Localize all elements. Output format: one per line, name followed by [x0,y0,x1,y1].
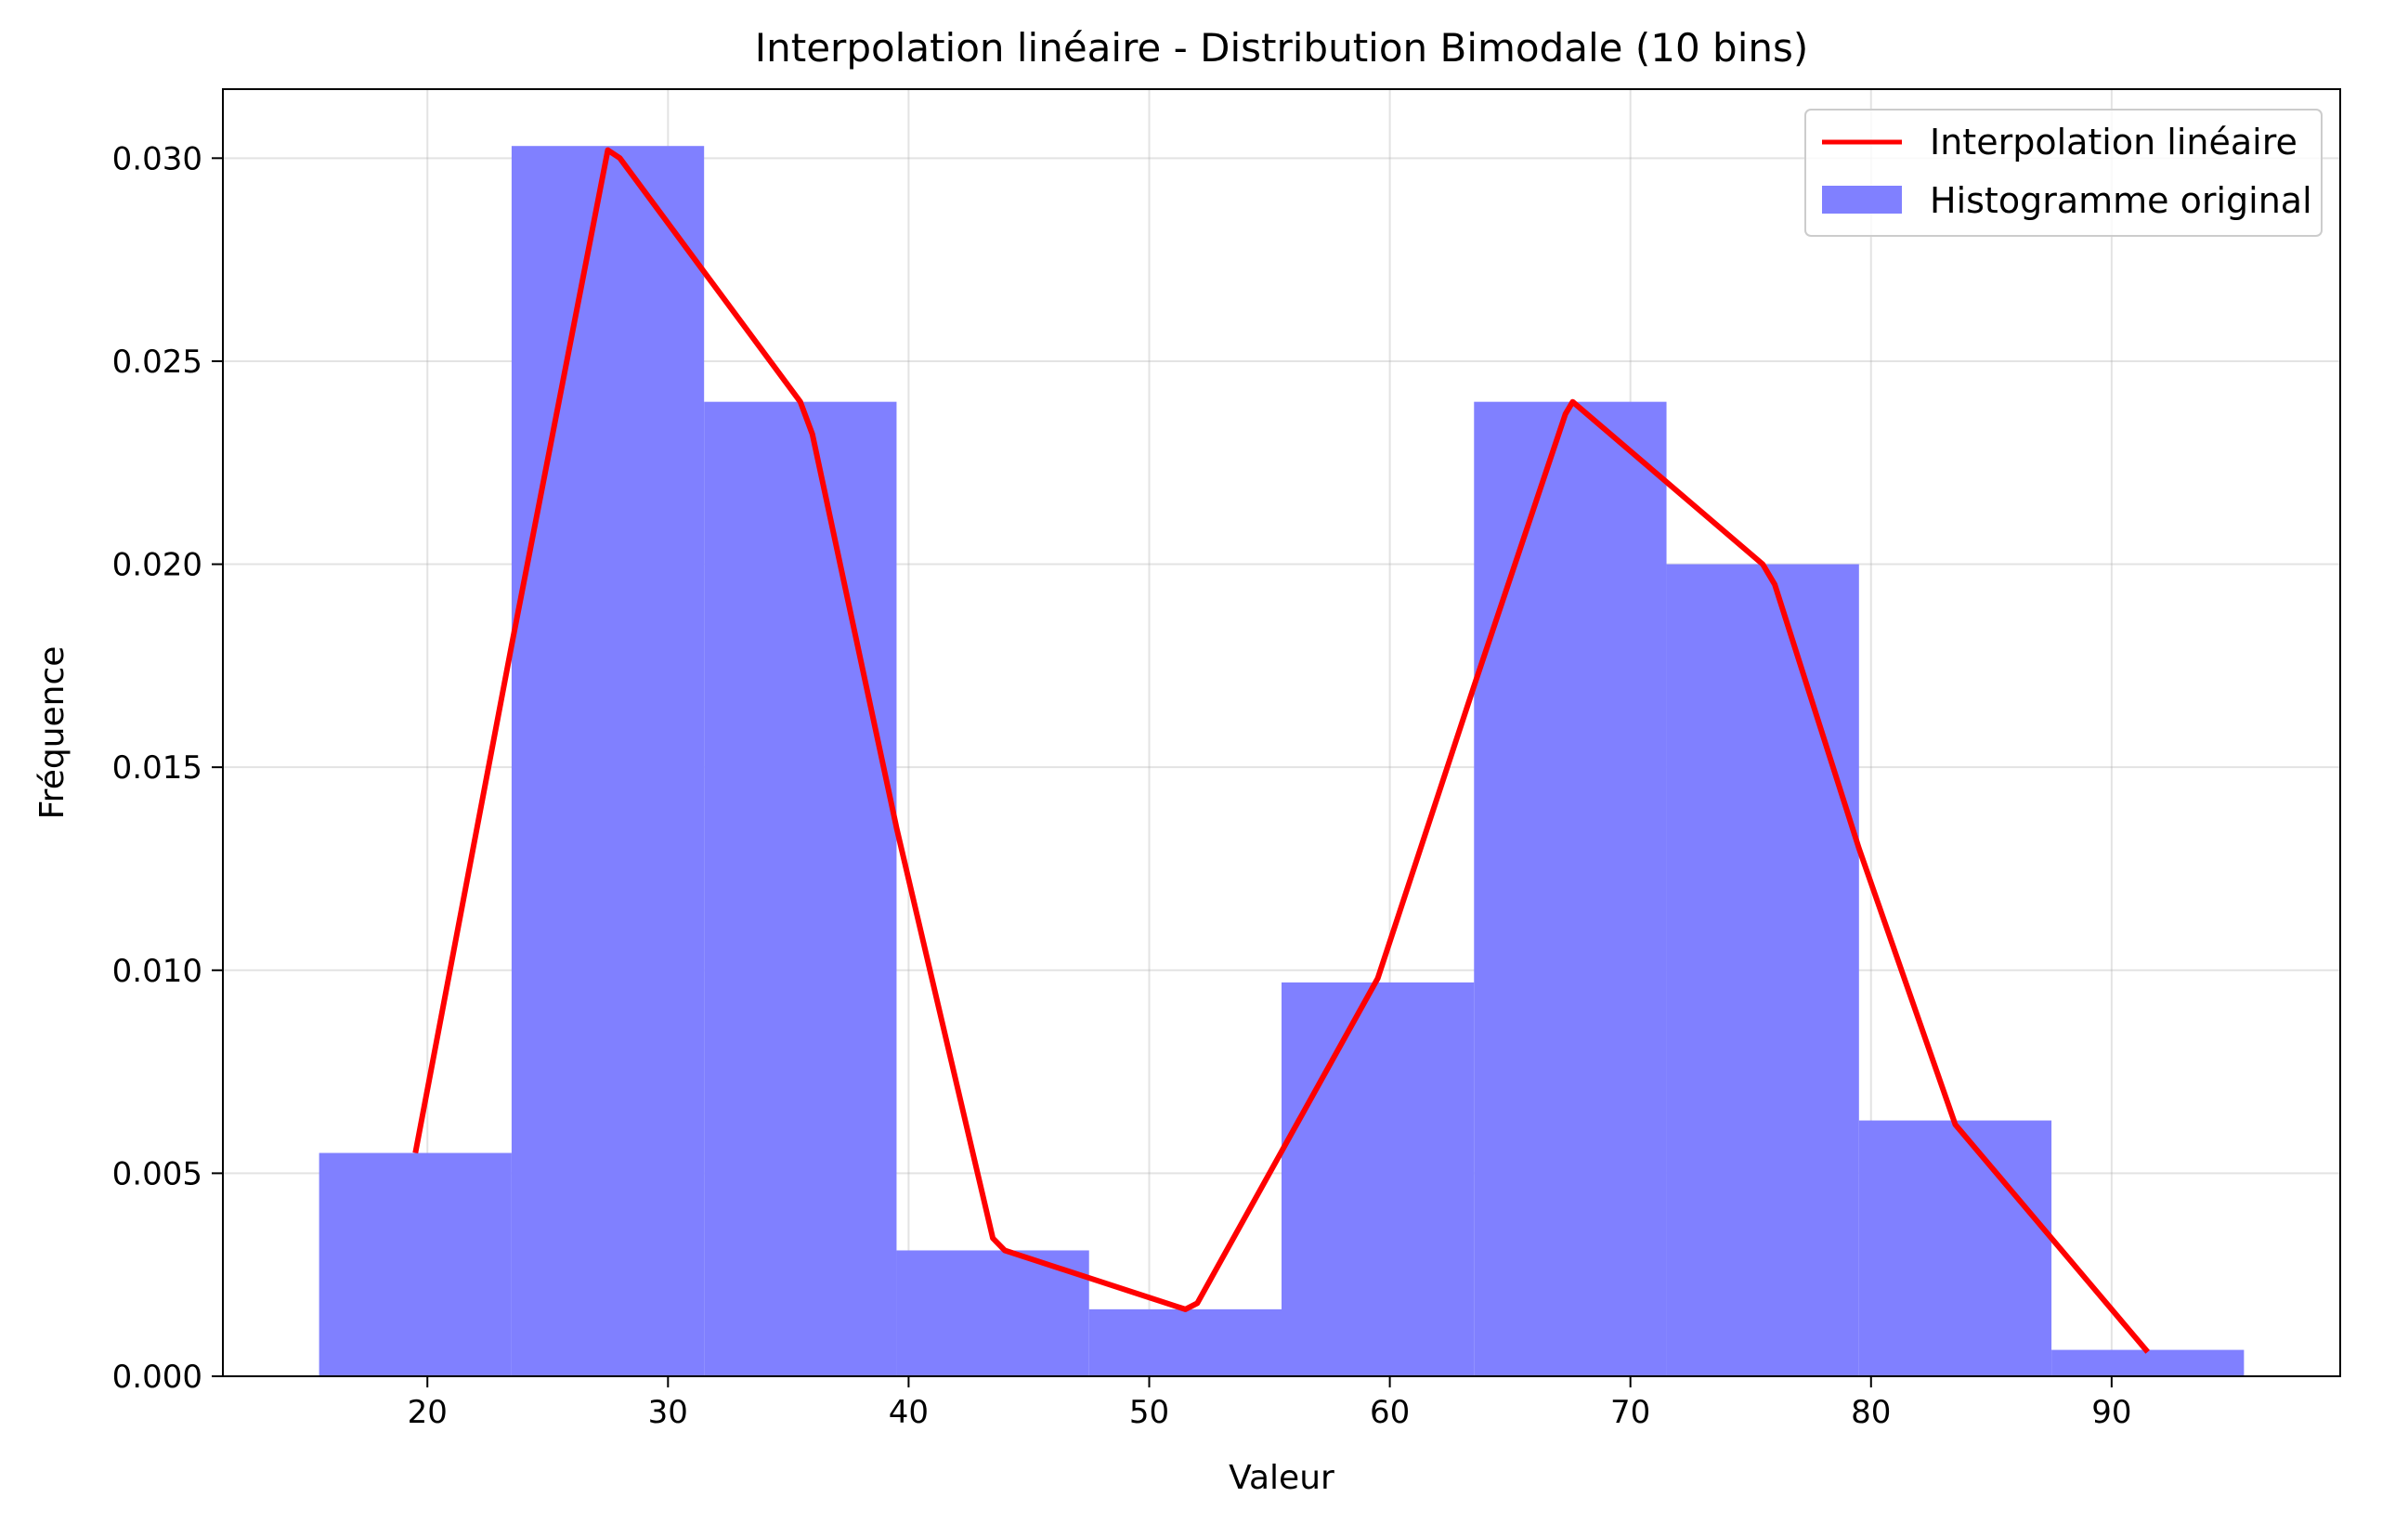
x-tick-label: 70 [1610,1394,1650,1431]
histogram-bar [1474,401,1667,1376]
legend: Interpolation linéaire Histogramme origi… [1804,109,2323,237]
x-tick-label: 40 [889,1394,929,1431]
x-tick-label: 90 [2091,1394,2131,1431]
y-tick-label: 0.010 [112,953,202,990]
x-tick-label: 20 [408,1394,448,1431]
histogram-bar [1666,564,1859,1376]
plot-frame [222,88,2341,1377]
y-tick-label: 0.030 [112,140,202,177]
histogram-bar [896,1250,1089,1376]
x-tick-label: 30 [648,1394,688,1431]
histogram-bar [704,401,897,1376]
y-tick-label: 0.000 [112,1359,202,1396]
legend-entry-interpolation: Interpolation linéaire [1930,122,2297,163]
y-tick-label: 0.020 [112,547,202,584]
legend-box [1804,109,2323,237]
y-axis-label: Fréquence [33,646,72,820]
y-axis-ticks: 0.000 0.005 0.010 0.015 0.020 0.025 0.030 [112,140,223,1396]
histogram-bars [319,146,2245,1377]
histogram-bar [1282,982,1475,1376]
legend-bar-swatch [1822,186,1902,214]
x-tick-label: 60 [1370,1394,1410,1431]
x-axis-ticks: 20 30 40 50 60 70 80 90 [408,1376,2131,1431]
y-tick-label: 0.025 [112,344,202,381]
interpolation-line-group [412,147,2150,1354]
x-axis-label: Valeur [1229,1459,1334,1497]
x-tick-label: 80 [1851,1394,1891,1431]
y-tick-label: 0.015 [112,749,202,787]
x-tick-label: 50 [1129,1394,1169,1431]
histogram-bar [1088,1308,1282,1376]
y-tick-label: 0.005 [112,1155,202,1192]
histogram-bar [1858,1120,2052,1376]
histogram-bar [319,1152,512,1376]
legend-entry-histogram: Histogramme original [1930,180,2312,221]
chart-title: Interpolation linéaire - Distribution Bi… [755,25,1809,71]
interpolation-line [412,147,2150,1354]
histogram-bar [511,146,705,1377]
histogram-bar [2051,1349,2245,1376]
